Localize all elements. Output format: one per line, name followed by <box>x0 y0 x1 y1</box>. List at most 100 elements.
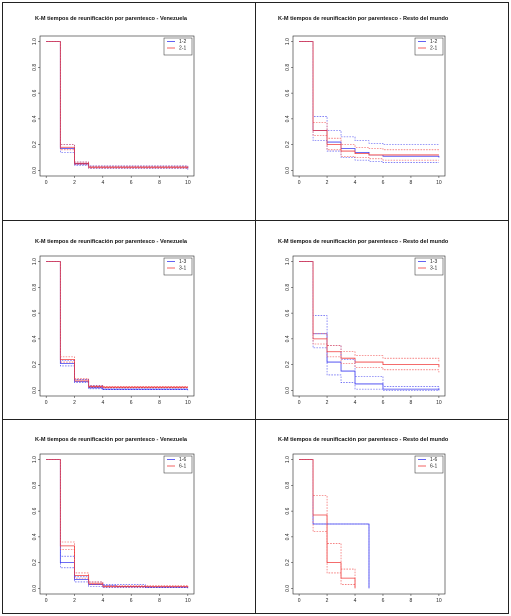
x-tick-label: 0 <box>45 400 48 406</box>
x-tick-label: 2 <box>73 400 76 406</box>
x-tick-label: 10 <box>185 598 191 604</box>
legend-label-1-6: 1-6 <box>179 457 186 463</box>
y-tick-label: 1.0 <box>32 258 38 265</box>
legend-box <box>414 257 444 276</box>
y-tick-label: 0.8 <box>32 284 38 291</box>
y-tick-label: 0.2 <box>285 361 291 368</box>
x-tick-label: 8 <box>158 598 161 604</box>
legend-box <box>414 37 444 56</box>
ci-band-red-4 <box>299 41 440 152</box>
x-tick-label: 6 <box>130 180 133 186</box>
y-tick-label: 0.0 <box>285 585 291 592</box>
x-tick-label: 2 <box>326 598 329 604</box>
x-tick-label: 0 <box>298 400 301 406</box>
x-tick-label: 6 <box>382 180 385 186</box>
ci-band-red-4 <box>46 261 188 389</box>
x-tick-label: 4 <box>101 180 104 186</box>
y-tick-label: 0.2 <box>32 559 38 566</box>
chart-title: K-M tiempos de reunificación por parente… <box>35 239 188 245</box>
x-tick-label: 8 <box>410 598 413 604</box>
x-tick-label: 2 <box>73 598 76 604</box>
ci-band-blue-2 <box>299 41 439 145</box>
ci-band-blue-2 <box>299 459 370 589</box>
x-tick-label: 10 <box>185 400 191 406</box>
y-tick-label: 1.0 <box>285 456 291 463</box>
plot-box <box>39 35 195 177</box>
ci-band-blue-3 <box>299 261 439 391</box>
legend-label-6-1: 6-1 <box>430 464 437 470</box>
legend-box <box>414 455 444 474</box>
y-tick-label: 0.4 <box>285 115 291 122</box>
km-chart-3: K-M tiempos de reunificación por parente… <box>32 239 195 406</box>
ci-band-blue-3 <box>299 41 439 163</box>
x-tick-label: 8 <box>410 180 413 186</box>
y-tick-label: 0.6 <box>285 89 291 96</box>
ci-band-red-4 <box>299 261 440 363</box>
ci-band-blue-3 <box>46 261 188 389</box>
y-tick-label: 0.2 <box>32 141 38 148</box>
km-curve-red-1 <box>299 459 356 589</box>
x-tick-label: 2 <box>326 180 329 186</box>
plot-box <box>292 453 446 595</box>
x-tick-label: 2 <box>73 180 76 186</box>
km-chart-1: K-M tiempos de reunificación por parente… <box>32 16 195 186</box>
y-tick-label: 0.8 <box>285 64 291 71</box>
x-tick-label: 4 <box>101 400 104 406</box>
x-tick-label: 10 <box>436 180 442 186</box>
ci-band-blue-2 <box>46 41 189 170</box>
legend-label-1-6: 1-6 <box>430 457 437 463</box>
y-tick-label: 1.0 <box>32 38 38 45</box>
km-curve-red-1 <box>46 459 189 588</box>
x-tick-label: 10 <box>436 598 442 604</box>
ci-band-red-5 <box>299 261 440 373</box>
legend-box <box>163 455 193 474</box>
y-tick-label: 0.8 <box>285 284 291 291</box>
ci-band-blue-3 <box>46 459 189 589</box>
chart-title: K-M tiempos de reunificación por parente… <box>35 16 188 22</box>
x-tick-label: 4 <box>101 598 104 604</box>
km-chart-5: K-M tiempos de reunificación por parente… <box>32 437 195 604</box>
y-tick-label: 0.0 <box>32 387 38 394</box>
chart-title: K-M tiempos de reunificación por parente… <box>35 437 188 443</box>
y-tick-label: 0.0 <box>32 585 38 592</box>
x-tick-label: 6 <box>130 400 133 406</box>
km-curve-blue-0 <box>299 261 440 391</box>
km-chart-2: K-M tiempos de reunificación por parente… <box>278 16 449 186</box>
x-tick-label: 8 <box>410 400 413 406</box>
km-curve-red-1 <box>299 261 440 368</box>
y-tick-label: 0.0 <box>285 167 291 174</box>
y-tick-label: 0.6 <box>32 309 38 316</box>
ci-band-blue-2 <box>46 459 188 588</box>
x-tick-label: 6 <box>382 400 385 406</box>
km-curve-blue-0 <box>46 261 188 390</box>
y-tick-label: 0.6 <box>32 507 38 514</box>
x-tick-label: 10 <box>436 400 442 406</box>
km-curve-blue-0 <box>299 41 440 158</box>
km-curve-red-1 <box>299 41 439 156</box>
x-tick-label: 0 <box>298 180 301 186</box>
legend-box <box>163 37 193 56</box>
legend-label-2-1: 2-1 <box>179 46 186 52</box>
chart-title: K-M tiempos de reunificación por parente… <box>278 239 449 245</box>
x-tick-label: 2 <box>326 400 329 406</box>
x-tick-label: 0 <box>45 598 48 604</box>
km-chart-6: K-M tiempos de reunificación por parente… <box>278 437 449 604</box>
x-tick-label: 4 <box>354 400 357 406</box>
plot-box <box>39 453 195 595</box>
ci-band-red-5 <box>46 459 189 588</box>
y-tick-label: 0.4 <box>32 335 38 342</box>
y-tick-label: 0.6 <box>32 89 38 96</box>
y-tick-label: 0.0 <box>285 387 291 394</box>
legend-box <box>163 257 193 276</box>
ci-band-red-5 <box>46 41 189 167</box>
y-tick-label: 0.2 <box>285 559 291 566</box>
y-tick-label: 1.0 <box>32 456 38 463</box>
x-tick-label: 0 <box>298 598 301 604</box>
plot-box <box>292 35 446 177</box>
ci-band-red-4 <box>46 41 189 170</box>
plot-box <box>39 255 195 397</box>
legend-label-1-2: 1-2 <box>430 39 437 45</box>
y-tick-label: 0.4 <box>285 533 291 540</box>
legend-label-1-3: 1-3 <box>430 259 437 265</box>
